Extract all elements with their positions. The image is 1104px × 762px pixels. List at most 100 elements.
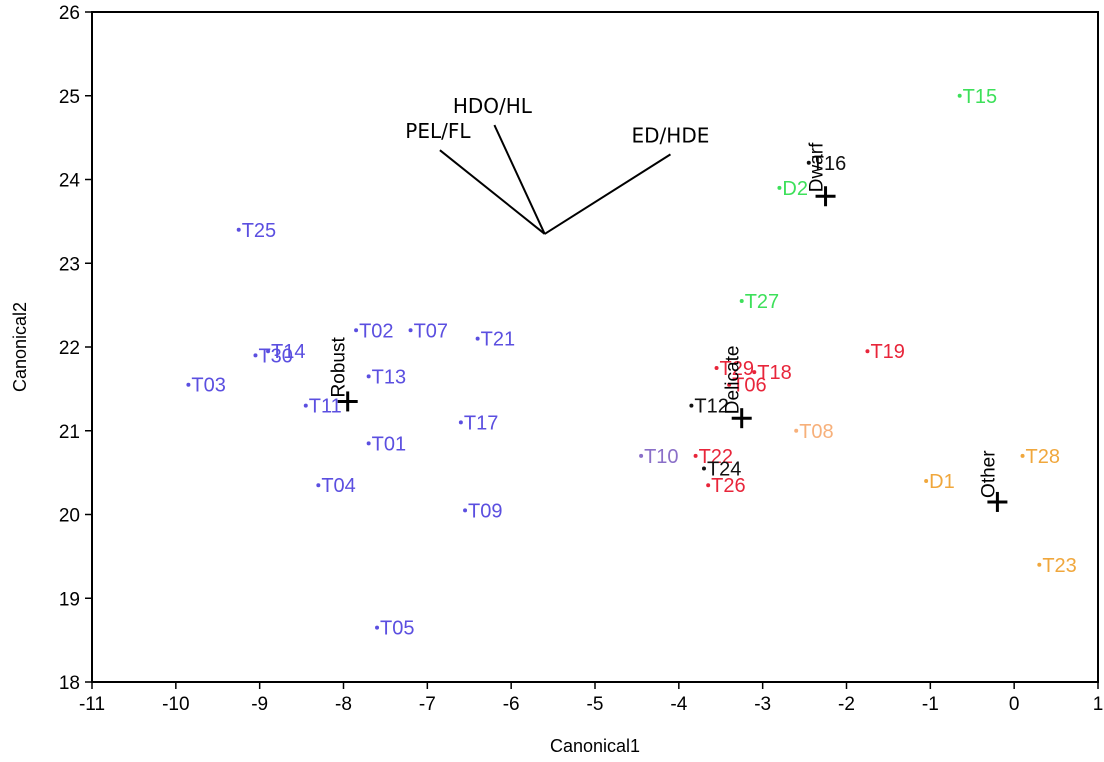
biplot-ray-label: PEL/FL — [405, 119, 471, 143]
y-tick-label: 18 — [59, 673, 80, 694]
data-point — [366, 441, 371, 446]
data-point-label: T14 — [271, 341, 305, 363]
data-point-label: T06 — [732, 375, 766, 397]
data-point — [316, 483, 321, 488]
centroid-label: Delicate — [723, 346, 744, 415]
y-tick-label: 26 — [59, 3, 80, 24]
data-point-label: T15 — [963, 86, 997, 108]
x-tick-label: -8 — [335, 694, 352, 715]
data-point-label: T10 — [644, 446, 678, 468]
data-point — [865, 349, 870, 354]
x-tick-label: -6 — [503, 694, 520, 715]
data-point — [806, 160, 811, 165]
data-point-label: T18 — [757, 362, 791, 384]
plot-frame — [91, 11, 1099, 683]
data-point-label: T16 — [812, 153, 846, 175]
y-tick-label: 22 — [59, 338, 80, 359]
data-point-label: T24 — [707, 458, 741, 480]
data-point — [1037, 562, 1042, 567]
data-point-label: T01 — [372, 433, 406, 455]
data-point — [253, 353, 258, 358]
x-tick-label: -1 — [922, 694, 939, 715]
centroid-label: Dwarf — [807, 142, 828, 192]
data-point-label: T04 — [321, 475, 355, 497]
x-axis: -11 -10 -9 -8 -7 -6 -5 -4 -3 -2 -1 0 1 — [79, 682, 1103, 715]
data-point-label: T02 — [359, 320, 393, 342]
data-point-label: T22 — [699, 446, 733, 468]
x-tick-label: -7 — [419, 694, 436, 715]
x-tick-label: 0 — [1009, 694, 1020, 715]
data-point-label: T05 — [380, 618, 414, 640]
centroid-label: Robust — [329, 337, 350, 398]
x-tick-label: -4 — [670, 694, 687, 715]
x-tick-label: -5 — [587, 694, 604, 715]
data-point — [706, 483, 711, 488]
y-tick-label: 21 — [59, 422, 80, 443]
x-tick-label: 1 — [1093, 694, 1104, 715]
x-axis-title: Canonical1 — [550, 736, 640, 756]
biplot-ray — [439, 149, 546, 235]
biplot-ray — [544, 153, 671, 235]
x-tick-label: -3 — [754, 694, 771, 715]
y-axis-title: Canonical2 — [10, 302, 30, 392]
data-point — [186, 382, 191, 387]
x-tick-label: -2 — [838, 694, 855, 715]
data-point — [236, 227, 241, 232]
data-point — [924, 479, 929, 483]
data-point-label: T29 — [720, 358, 754, 380]
y-tick-label: 19 — [59, 589, 80, 610]
data-point-label: T27 — [745, 291, 779, 313]
data-point — [701, 466, 706, 471]
biplot-ray — [493, 124, 546, 235]
data-point-label: T12 — [694, 396, 728, 418]
data-point — [475, 336, 480, 341]
data-point-label: T09 — [468, 500, 502, 522]
data-point — [354, 328, 359, 333]
data-point — [957, 93, 962, 98]
data-point — [727, 382, 732, 387]
data-point — [266, 349, 271, 354]
x-tick-label: -11 — [79, 694, 105, 715]
y-tick-label: 24 — [59, 171, 81, 192]
data-point-label: T28 — [1026, 446, 1060, 468]
x-tick-label: -9 — [251, 694, 268, 715]
group-centroids: Dwarf Robust Delicate Other — [329, 142, 1008, 512]
data-point-label: T13 — [372, 366, 406, 388]
data-point — [1020, 453, 1025, 458]
data-point-label: T26 — [711, 475, 745, 497]
data-point-label: T08 — [799, 421, 833, 443]
y-tick-label: 20 — [59, 506, 80, 527]
data-point-label: T17 — [464, 412, 498, 434]
data-point-label: T07 — [414, 320, 448, 342]
data-point — [739, 298, 744, 303]
x-tick-label: -10 — [162, 694, 189, 715]
biplot-ray-label: ED/HDE — [632, 123, 710, 147]
data-point-label: T11 — [309, 396, 342, 418]
data-point — [303, 403, 308, 408]
data-point — [366, 374, 371, 379]
data-point — [714, 365, 719, 370]
centroid-label: Other — [978, 450, 999, 498]
y-tick-label: 23 — [59, 254, 80, 275]
data-point — [777, 185, 782, 190]
data-point-label: T03 — [191, 375, 225, 397]
data-point — [689, 403, 694, 408]
data-point — [375, 625, 380, 630]
data-point — [693, 453, 698, 458]
y-axis: 18 19 20 21 22 23 24 25 26 — [59, 3, 92, 694]
data-point-label: T23 — [1042, 555, 1076, 577]
data-point — [639, 453, 644, 458]
biplot-ray-label: HDO/HL — [453, 94, 533, 118]
data-point — [752, 370, 757, 375]
data-point — [463, 508, 468, 513]
data-point-label: D2 — [782, 178, 808, 200]
data-point-label: T30 — [258, 345, 292, 367]
data-point — [794, 428, 799, 433]
data-point — [458, 420, 463, 425]
data-point — [408, 328, 413, 333]
data-point-label: D1 — [929, 471, 955, 493]
data-point-label: T19 — [870, 341, 904, 363]
